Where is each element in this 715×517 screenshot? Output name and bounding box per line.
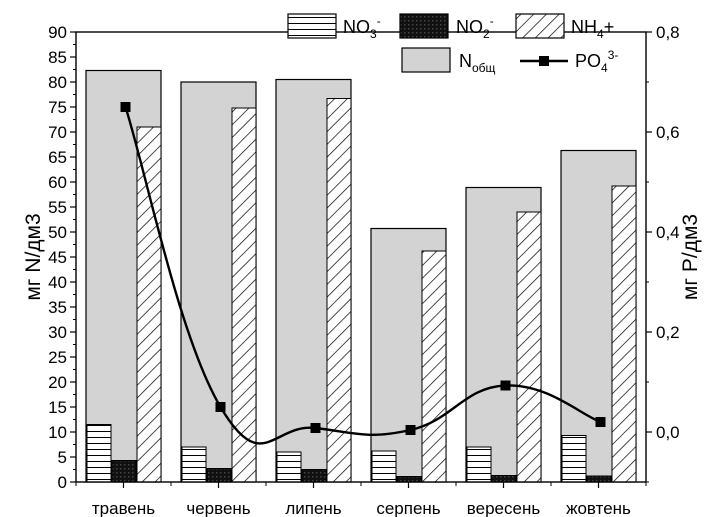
bar-no2 (491, 475, 517, 483)
legend-label-ntot: Nобщ (459, 51, 496, 75)
left-tick-label: 0 (58, 473, 67, 492)
bar-no2 (111, 460, 137, 483)
legend-marker-po4 (539, 56, 549, 66)
legend-swatch-ntot (401, 47, 451, 73)
right-axis: 0,0 0,2 0,4 0,6 0,8 (646, 23, 680, 483)
bar-no2 (301, 469, 327, 483)
left-tick-label: 15 (48, 398, 67, 417)
bar-no3 (371, 450, 397, 483)
bar-no3 (561, 435, 587, 483)
left-tick-label: 90 (48, 23, 67, 42)
po4-point (215, 402, 226, 412)
bar-nh4 (231, 107, 257, 483)
bar-no3 (276, 451, 302, 483)
x-tick-label: червень (186, 499, 250, 517)
bar-no3 (466, 446, 492, 483)
legend-label-no2: NO2- (456, 14, 494, 41)
bar-nh4 (421, 250, 447, 483)
left-axis: 0 5 10 15 20 25 30 35 40 45 50 55 60 65 70 75 80 85 90 (48, 23, 76, 492)
bar-nh4 (136, 126, 162, 483)
bars-layer (85, 69, 637, 483)
x-tick-label: жовтень (566, 499, 631, 517)
right-tick-label: 0,0 (656, 423, 680, 442)
po4-points-layer (120, 102, 606, 435)
x-tick-label: вересень (467, 499, 541, 517)
bar-no3 (86, 424, 112, 483)
po4-point (120, 102, 131, 112)
po4-point (310, 423, 321, 433)
left-tick-label: 75 (48, 98, 67, 117)
legend-label-nh4: NH4+ (571, 17, 614, 41)
left-tick-label: 65 (48, 148, 67, 167)
left-tick-label: 30 (48, 323, 67, 342)
legend-label-po4: PO43- (575, 48, 618, 75)
po4-point (405, 425, 416, 435)
left-tick-label: 60 (48, 173, 67, 192)
x-tick-label: серпень (376, 499, 440, 517)
left-tick-label: 5 (58, 448, 67, 467)
left-tick-label: 25 (48, 348, 67, 367)
left-tick-label: 40 (48, 273, 67, 292)
po4-point (500, 380, 511, 391)
bar-nh4 (611, 185, 637, 483)
left-tick-label: 70 (48, 123, 67, 142)
left-tick-label: 20 (48, 373, 67, 392)
x-tick-label: липень (285, 499, 341, 517)
y-axis-title: мг N/дм3 (22, 213, 45, 300)
left-tick-label: 85 (48, 48, 67, 67)
legend-swatch-no3 (287, 13, 337, 39)
left-tick-label: 45 (48, 248, 67, 267)
bar-nh4 (516, 211, 542, 483)
legend-swatch-nh4 (515, 13, 565, 39)
right-tick-label: 0,6 (656, 123, 680, 142)
po4-point (595, 417, 606, 427)
right-tick-label: 0,2 (656, 323, 680, 342)
left-tick-label: 55 (48, 198, 67, 217)
legend-item-no2: NO2- (399, 13, 494, 41)
right-tick-label: 0,4 (656, 223, 680, 242)
legend: NO3- NO2- NH4+ Nобщ PO43- (287, 13, 618, 75)
y2-axis-title: мг P/дм3 (679, 214, 702, 300)
bar-no2 (396, 476, 422, 483)
left-tick-label: 35 (48, 298, 67, 317)
legend-item-ntot: Nобщ (401, 47, 496, 75)
bar-no2 (586, 475, 612, 483)
legend-label-no3: NO3- (343, 14, 381, 41)
left-tick-label: 80 (48, 73, 67, 92)
x-tick-label: травень (92, 499, 155, 517)
left-tick-label: 10 (48, 423, 67, 442)
bar-no2 (206, 468, 232, 483)
left-tick-label: 50 (48, 223, 67, 242)
legend-item-no3: NO3- (287, 13, 381, 41)
bar-no3 (181, 446, 207, 483)
bar-nh4 (326, 98, 352, 483)
legend-swatch-no2 (399, 13, 449, 39)
legend-item-po4: PO43- (520, 48, 618, 75)
right-tick-label: 0,8 (656, 23, 680, 42)
legend-item-nh4: NH4+ (515, 13, 614, 41)
x-axis: травень червень липень серпень вересень жовте… (75, 482, 647, 517)
